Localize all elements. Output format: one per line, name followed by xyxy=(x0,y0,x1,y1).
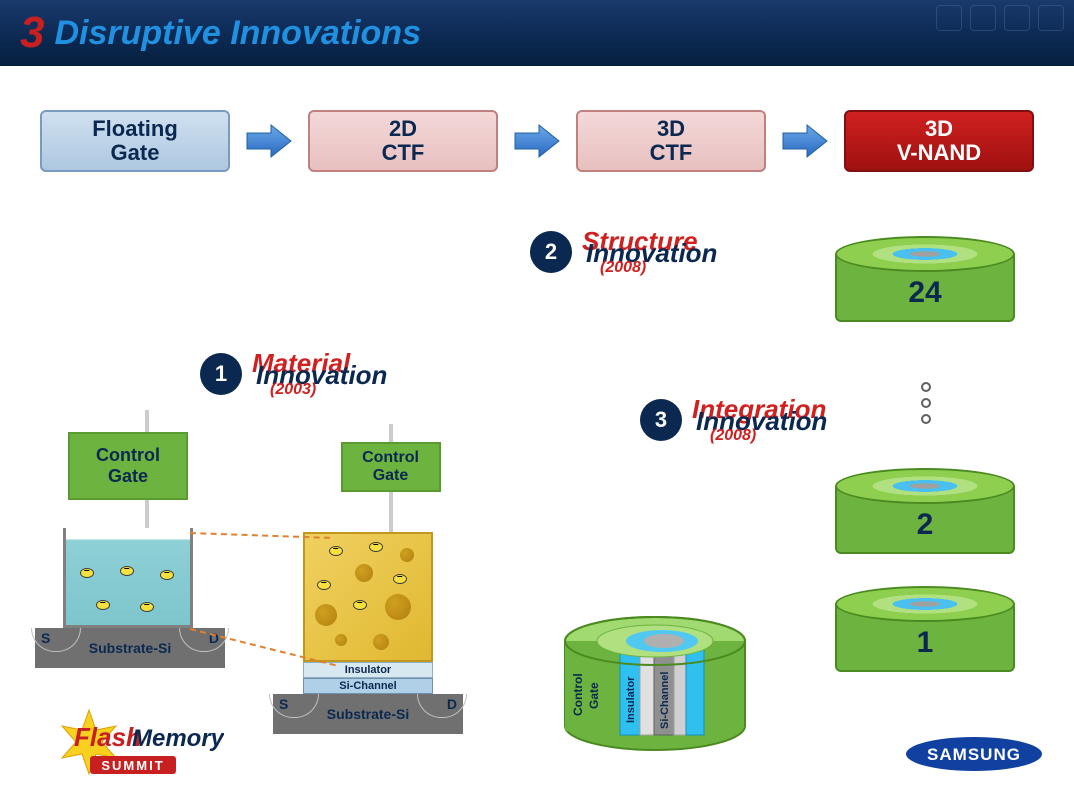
gate-label: Control xyxy=(96,445,160,466)
arrow-icon xyxy=(513,121,561,161)
flow-box-3d-ctf: 3D CTF xyxy=(576,110,766,172)
svg-text:Control: Control xyxy=(571,673,585,716)
gate-label: Gate xyxy=(373,467,409,485)
header-icon xyxy=(1004,5,1030,31)
flow-box-2d-ctf: 2D CTF xyxy=(308,110,498,172)
innovation-1: 1 Material Innovation (2003) xyxy=(200,350,387,398)
flow-row: Floating Gate 2D CTF 3D CTF 3D V-NAND xyxy=(40,110,1034,172)
floating-gate-diagram: Control Gate Substrate-Si S D xyxy=(68,410,225,668)
gate-label: Gate xyxy=(108,466,148,487)
flow-label: Floating xyxy=(92,117,178,141)
flow-label: 2D xyxy=(389,117,417,141)
flow-label: Gate xyxy=(111,141,160,165)
innovation-3: 3 Integration Innovation (2008) xyxy=(640,396,827,444)
header-icon xyxy=(1038,5,1064,31)
cyl-label: 1 xyxy=(835,626,1015,660)
samsung-logo: SAMSUNG xyxy=(904,736,1044,777)
svg-text:Memory: Memory xyxy=(132,725,224,752)
slide-content: Floating Gate 2D CTF 3D CTF 3D V-NAND 1 … xyxy=(0,66,1074,797)
stack-cyl-1: 1 xyxy=(835,586,1015,686)
flash-memory-summit-logo: Flash Memory SUMMIT xyxy=(54,702,224,787)
flow-label: 3D xyxy=(925,117,953,141)
svg-text:Gate: Gate xyxy=(587,682,601,709)
substrate: Substrate-Si S D xyxy=(35,628,225,668)
cyl-label: 2 xyxy=(835,508,1015,542)
header-icon-row xyxy=(936,5,1064,31)
stack-cyl-2: 2 xyxy=(835,468,1015,568)
flow-label: CTF xyxy=(382,141,425,165)
stack-dots xyxy=(920,382,932,424)
innovation-badge: 2 xyxy=(530,231,572,273)
header-icon xyxy=(970,5,996,31)
stack-cyl-24: 24 xyxy=(835,236,1015,336)
substrate: Substrate-Si S D xyxy=(273,694,463,734)
innovation-2: 2 Structure Innovation (2008) xyxy=(530,228,717,276)
innovation-badge: 3 xyxy=(640,399,682,441)
flow-box-3d-vnand: 3D V-NAND xyxy=(844,110,1034,172)
slide-header: 3 Disruptive Innovations xyxy=(0,0,1074,66)
beaker xyxy=(63,528,193,628)
cyl-label: 24 xyxy=(835,276,1015,310)
flow-box-floating-gate: Floating Gate xyxy=(40,110,230,172)
gate-label: Control xyxy=(362,449,419,467)
title-number: 3 xyxy=(20,8,44,58)
svg-text:Insulator: Insulator xyxy=(625,676,637,723)
flow-label: 3D xyxy=(657,117,685,141)
cheese-block xyxy=(303,532,433,662)
cutaway-diagram: Control Gate Insulator Si-Channel xyxy=(560,611,750,751)
header-icon xyxy=(936,5,962,31)
arrow-icon xyxy=(781,121,829,161)
sichannel-bar: Si-Channel xyxy=(303,678,433,694)
ctf-diagram: Control Gate Insulator Si-Channel Substr… xyxy=(318,424,463,734)
substrate-label: Substrate-Si xyxy=(89,640,171,656)
substrate-label: Substrate-Si xyxy=(327,706,409,722)
innovation-badge: 1 xyxy=(200,353,242,395)
flow-label: CTF xyxy=(650,141,693,165)
insulator-bar: Insulator xyxy=(303,662,433,678)
svg-text:SUMMIT: SUMMIT xyxy=(101,758,164,773)
flow-label: V-NAND xyxy=(897,141,981,165)
svg-text:Si-Channel: Si-Channel xyxy=(659,672,671,729)
arrow-icon xyxy=(245,121,293,161)
svg-text:SAMSUNG: SAMSUNG xyxy=(927,745,1021,764)
title-text: Disruptive Innovations xyxy=(54,14,421,53)
